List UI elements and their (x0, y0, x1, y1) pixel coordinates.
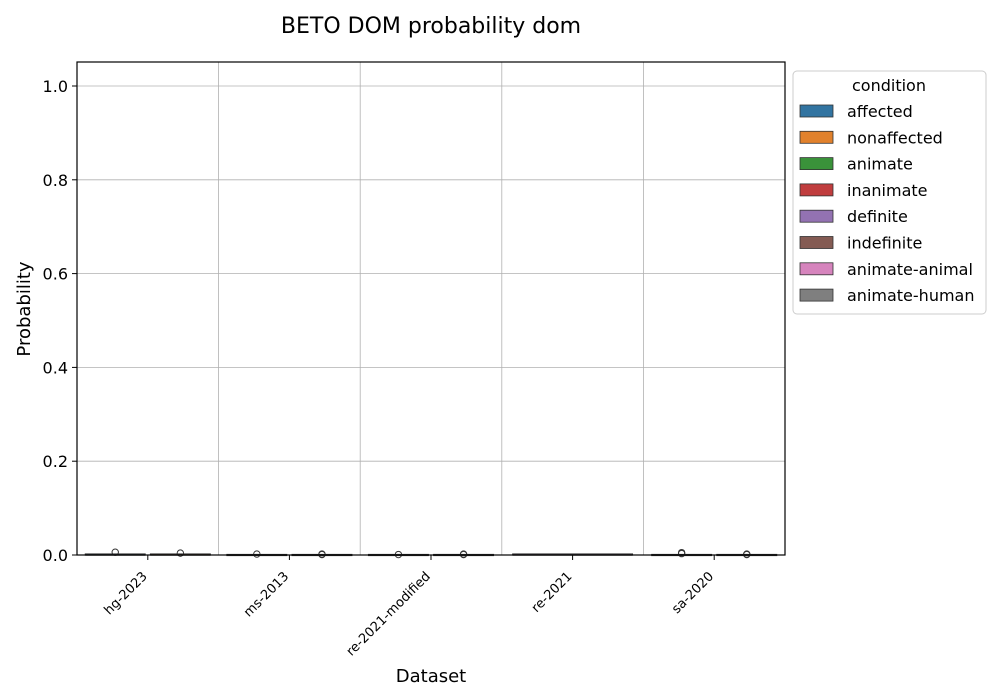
legend-swatch-affected (799, 104, 834, 118)
x-tick-label: re-2021 (529, 569, 576, 616)
x-tick-label: sa-2020 (669, 569, 717, 617)
legend-swatch-definite (799, 209, 834, 223)
y-tick-label: 0.0 (43, 546, 68, 565)
x-tick-label: re-2021-modified (344, 569, 434, 659)
x-axis-label: Dataset (396, 666, 467, 687)
legend: condition affected nonaffected animate inan… (792, 70, 987, 315)
legend-label-animate-human: animate-human (847, 286, 974, 305)
y-tick-label: 1.0 (43, 77, 68, 96)
y-tick-label: 0.6 (43, 265, 68, 284)
y-tick-label: 0.4 (43, 358, 68, 377)
outlier-point (176, 549, 185, 557)
legend-label-inanimate: inanimate (847, 181, 927, 200)
y-axis-label: Probability (14, 261, 35, 356)
outlier-point (253, 550, 261, 558)
legend-label-animate-animal: animate-animal (847, 260, 973, 279)
chart-title: BETO DOM probability dom (281, 14, 581, 39)
legend-label-definite: definite (847, 207, 908, 226)
y-tick-label: 0.8 (43, 171, 68, 190)
legend-label-nonaffected: nonaffected (847, 128, 943, 147)
legend-swatch-inanimate (799, 183, 834, 197)
legend-swatch-animate (799, 157, 834, 171)
y-axis: 0.0 0.2 0.4 0.6 0.8 1.0 (43, 77, 77, 565)
legend-frame (792, 70, 987, 315)
legend-swatch-indefinite (799, 236, 834, 249)
legend-swatch-animate-animal (799, 262, 834, 276)
legend-swatch-animate-human (799, 288, 834, 302)
legend-swatch-nonaffected (799, 130, 834, 144)
legend-label-indefinite: indefinite (847, 234, 922, 253)
legend-title: condition (852, 76, 926, 95)
x-tick-label: hg-2023 (102, 569, 151, 618)
y-tick-label: 0.2 (43, 452, 68, 471)
x-tick-label: ms-2013 (241, 569, 292, 620)
plot-frame (76, 61, 786, 556)
grid (77, 62, 785, 555)
x-axis: hg-2023 ms-2013 re-2021-modified re-2021 sa-… (102, 555, 717, 659)
outlier-point (677, 549, 686, 558)
legend-label-affected: affected (847, 102, 913, 121)
legend-label-animate: animate (847, 155, 913, 174)
